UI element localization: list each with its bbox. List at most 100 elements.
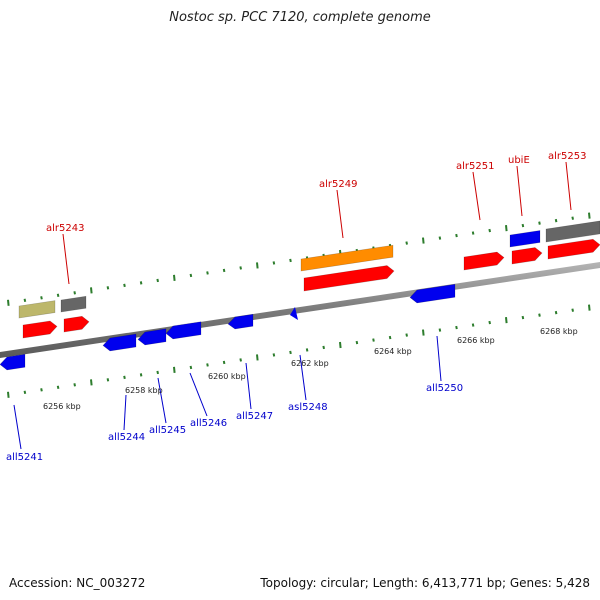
lower-tick xyxy=(488,320,491,325)
upper-tick xyxy=(289,258,292,263)
upper-tick xyxy=(471,231,475,235)
feature-khaki[interactable] xyxy=(18,300,56,319)
gene-label-alr5249[interactable]: alr5249 xyxy=(319,179,357,190)
gene-label-all5244[interactable]: all5244 xyxy=(108,432,145,443)
gene-all5246-reverse[interactable] xyxy=(165,321,202,340)
callout-alr5251 xyxy=(472,171,481,221)
upper-tick xyxy=(521,223,525,228)
gene-label-alr5243[interactable]: alr5243 xyxy=(46,223,84,234)
gene-alr5249-forward[interactable] xyxy=(303,265,395,292)
lower-tick xyxy=(521,315,525,320)
lower-tick xyxy=(239,358,242,362)
gene-label-all5247[interactable]: all5247 xyxy=(236,411,273,422)
gene-label-ubiE[interactable]: ubiE xyxy=(508,155,530,166)
lower-tick xyxy=(90,379,93,386)
callout-all5241 xyxy=(13,404,22,450)
lower-tick xyxy=(405,333,408,337)
callout-alr5253 xyxy=(565,161,572,211)
gene-label-asl5248[interactable]: asl5248 xyxy=(288,402,328,413)
upper-tick xyxy=(272,261,276,265)
lower-tick xyxy=(189,365,193,370)
upper-tick xyxy=(239,266,242,270)
lower-tick xyxy=(7,391,10,398)
upper-tick xyxy=(222,268,226,273)
upper-tick xyxy=(40,296,43,300)
lower-tick xyxy=(289,350,292,355)
lower-tick xyxy=(422,329,425,336)
upper-tick xyxy=(422,237,425,244)
lower-tick xyxy=(438,328,442,332)
gene-alr5253-forward[interactable] xyxy=(547,238,600,260)
lower-tick xyxy=(372,338,375,342)
feature-blue-ubiE[interactable] xyxy=(509,230,541,248)
lower-tick xyxy=(256,354,259,361)
lower-tick xyxy=(106,378,110,382)
callout-ubiE xyxy=(516,165,523,217)
genome-title: Nostoc sp. PCC 7120, complete genome xyxy=(169,10,431,25)
lower-tick xyxy=(156,370,159,375)
gene-label-all5246[interactable]: all5246 xyxy=(190,418,227,429)
callout-all5245 xyxy=(157,377,167,424)
callout-all5250 xyxy=(436,335,442,382)
gene-all5250-reverse[interactable] xyxy=(409,283,456,304)
gene-callouts xyxy=(13,161,572,450)
lower-tick xyxy=(206,363,209,367)
lower-tick xyxy=(571,308,574,312)
callout-all5247 xyxy=(245,362,252,410)
gene-all5244-reverse[interactable] xyxy=(102,333,137,352)
gene-label-all5250[interactable]: all5250 xyxy=(426,383,463,394)
lower-tick xyxy=(40,388,43,392)
gene-label-alr5253[interactable]: alr5253 xyxy=(548,151,586,162)
scale-label-6260: 6260 kbp xyxy=(208,372,246,381)
gene-asl5248-reverse[interactable] xyxy=(290,307,298,320)
gene-ubiE-forward[interactable] xyxy=(511,247,543,265)
gene-all5241-reverse[interactable] xyxy=(0,353,26,371)
upper-tick xyxy=(73,291,76,295)
lower-tick xyxy=(554,310,558,315)
lower-tick xyxy=(272,353,276,357)
callout-asl5248 xyxy=(299,354,307,401)
lower-tick xyxy=(123,375,126,380)
callout-all5246 xyxy=(189,372,208,417)
upper-tick xyxy=(538,221,541,225)
gene-all5245-reverse[interactable] xyxy=(137,328,167,346)
lower-tick xyxy=(505,317,508,324)
upper-tick xyxy=(173,274,176,281)
upper-tick xyxy=(23,298,27,303)
feature-gray-right[interactable] xyxy=(545,220,600,243)
lower-tick xyxy=(222,360,226,365)
upper-tick xyxy=(505,225,508,232)
lower-tick xyxy=(73,383,76,387)
lower-tick xyxy=(305,348,309,352)
upper-tick xyxy=(256,262,259,269)
gene-label-alr5251[interactable]: alr5251 xyxy=(456,161,494,172)
gene-label-all5241[interactable]: all5241 xyxy=(6,452,43,463)
upper-tick xyxy=(438,236,442,240)
upper-tick xyxy=(455,233,458,238)
upper-tick xyxy=(588,212,591,219)
upper-tick xyxy=(405,241,408,245)
gene-alr5243b-forward[interactable] xyxy=(63,315,90,333)
gene-alr5243-forward[interactable] xyxy=(22,320,58,339)
scale-label-6268: 6268 kbp xyxy=(540,327,578,336)
genome-backbone xyxy=(0,262,600,358)
upper-tick xyxy=(56,293,60,298)
scale-label-6262: 6262 kbp xyxy=(291,359,329,368)
callout-alr5243 xyxy=(62,233,70,285)
gene-alr5251-forward[interactable] xyxy=(463,251,505,271)
feature-orange-alr5249[interactable] xyxy=(300,244,394,272)
scale-label-6258: 6258 kbp xyxy=(125,386,163,395)
scale-label-6266: 6266 kbp xyxy=(457,336,495,345)
scale-label-6264: 6264 kbp xyxy=(374,347,412,356)
gene-all5247-reverse[interactable] xyxy=(227,313,254,330)
gene-label-all5245[interactable]: all5245 xyxy=(149,425,186,436)
gene-features xyxy=(0,220,600,371)
callout-all5244 xyxy=(123,394,127,431)
feature-gray-left[interactable] xyxy=(60,295,87,313)
accession-text: Accession: NC_003272 xyxy=(9,576,146,590)
lower-tick xyxy=(455,325,458,330)
upper-tick xyxy=(189,273,193,278)
genome-summary-text: Topology: circular; Length: 6,413,771 bp… xyxy=(260,576,590,590)
